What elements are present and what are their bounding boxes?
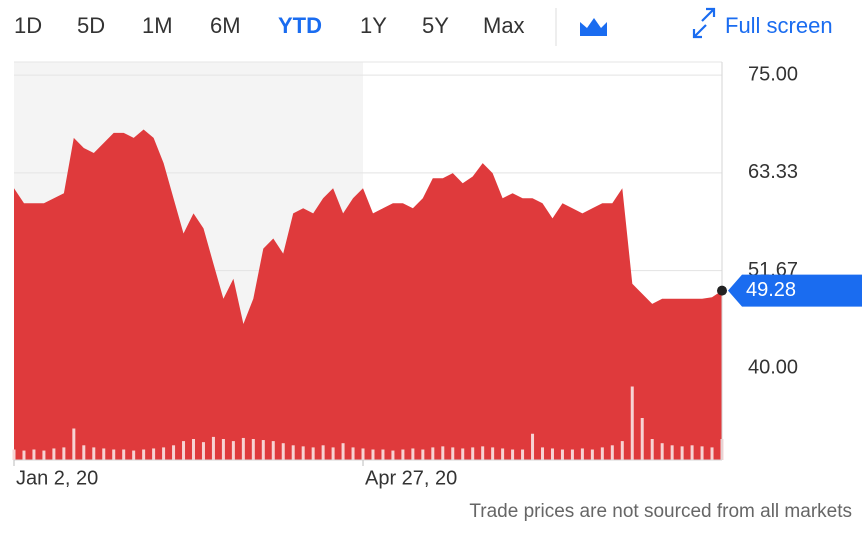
volume-bar [281,443,285,460]
volume-bar [72,428,76,460]
volume-bar [620,441,624,460]
volume-bar [331,447,335,460]
volume-bar [550,448,554,460]
volume-bar [670,445,674,460]
volume-bar [630,386,634,460]
range-button[interactable]: 5D [77,13,105,38]
volume-bar [481,446,485,460]
volume-bar [251,439,255,460]
volume-bar [42,450,46,460]
volume-bar [371,449,375,460]
volume-bar [321,445,325,460]
volume-bar [431,447,435,460]
volume-bar [610,445,614,460]
volume-bar [201,442,205,460]
volume-bar [132,450,136,460]
volume-bar [680,446,684,460]
volume-bar [710,447,714,460]
volume-bar [52,448,56,460]
volume-bar [231,441,235,460]
volume-bar [152,448,156,460]
range-button[interactable]: Max [483,13,525,38]
volume-bar [361,448,365,460]
volume-bar [182,441,186,460]
volume-bar [82,445,86,460]
volume-bar [311,447,315,460]
volume-bar [600,447,604,460]
range-button[interactable]: YTD [278,13,322,38]
volume-bar [261,440,265,460]
volume-bar [112,449,116,460]
volume-bar [291,445,295,460]
y-tick-label: 75.00 [748,63,798,85]
volume-bar [381,449,385,460]
volume-bar [22,450,26,460]
volume-bar [162,447,166,460]
volume-bar [521,449,525,460]
y-tick-label: 40.00 [748,357,798,379]
volume-bar [491,447,495,460]
volume-bar [191,439,195,460]
volume-bar [441,446,445,460]
volume-bar [451,447,455,460]
volume-bar [221,439,225,460]
volume-bar [172,445,176,460]
volume-bar [92,447,96,460]
range-button[interactable]: 1D [14,13,42,38]
volume-bar [560,449,564,460]
full-screen-icon[interactable] [692,7,716,39]
volume-bar [32,449,36,460]
volume-bar [511,449,515,460]
volume-bar [580,448,584,460]
volume-bar [401,449,405,460]
range-button[interactable]: 1M [142,13,173,38]
volume-bar [461,448,465,460]
volume-bar [142,449,146,460]
volume-bar [590,449,594,460]
volume-bar [12,449,16,460]
volume-bar [122,449,126,460]
volume-bar [570,449,574,460]
current-price-tag [728,274,862,307]
volume-bar [391,450,395,460]
y-tick-label: 63.33 [748,161,798,183]
volume-bar [421,449,425,460]
volume-bar [541,447,545,460]
volume-bar [650,439,654,460]
volume-bar [411,448,415,460]
volume-bar [211,436,215,460]
x-tick-label: Jan 2, 20 [16,467,98,489]
volume-bar [501,448,505,460]
volume-bar [471,447,475,460]
footnote: Trade prices are not sourced from all ma… [469,501,852,522]
volume-bar [102,448,106,460]
range-button[interactable]: 5Y [422,13,449,38]
last-point [717,285,727,296]
volume-bar [351,447,355,460]
range-button[interactable]: 1Y [360,13,387,38]
current-price-label: 49.28 [746,279,796,301]
volume-bar [660,443,664,460]
volume-bar [640,418,644,460]
full-screen-label[interactable]: Full screen [725,13,833,38]
x-tick-label: Apr 27, 20 [365,467,457,489]
volume-bar [700,446,704,460]
chart-type-icon[interactable] [580,18,607,36]
volume-bar [241,437,245,460]
range-button[interactable]: 6M [210,13,241,38]
volume-bar [301,446,305,460]
volume-bar [690,445,694,460]
volume-bar [341,443,345,460]
volume-bar [62,447,66,460]
volume-bar [271,441,275,460]
price-area [14,129,722,460]
volume-bar [531,433,535,460]
